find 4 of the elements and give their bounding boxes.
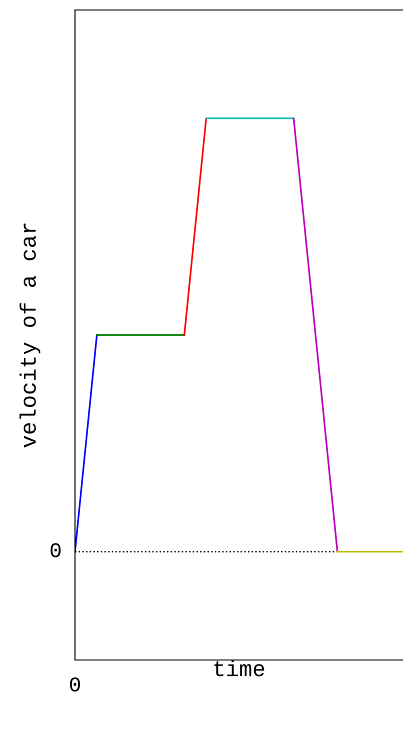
y-axis-title: velocity of a car — [20, 224, 40, 448]
ref-line-label: 0 — [50, 543, 61, 558]
text: 0 — [70, 677, 80, 692]
x-axis-title: time — [214, 660, 264, 676]
